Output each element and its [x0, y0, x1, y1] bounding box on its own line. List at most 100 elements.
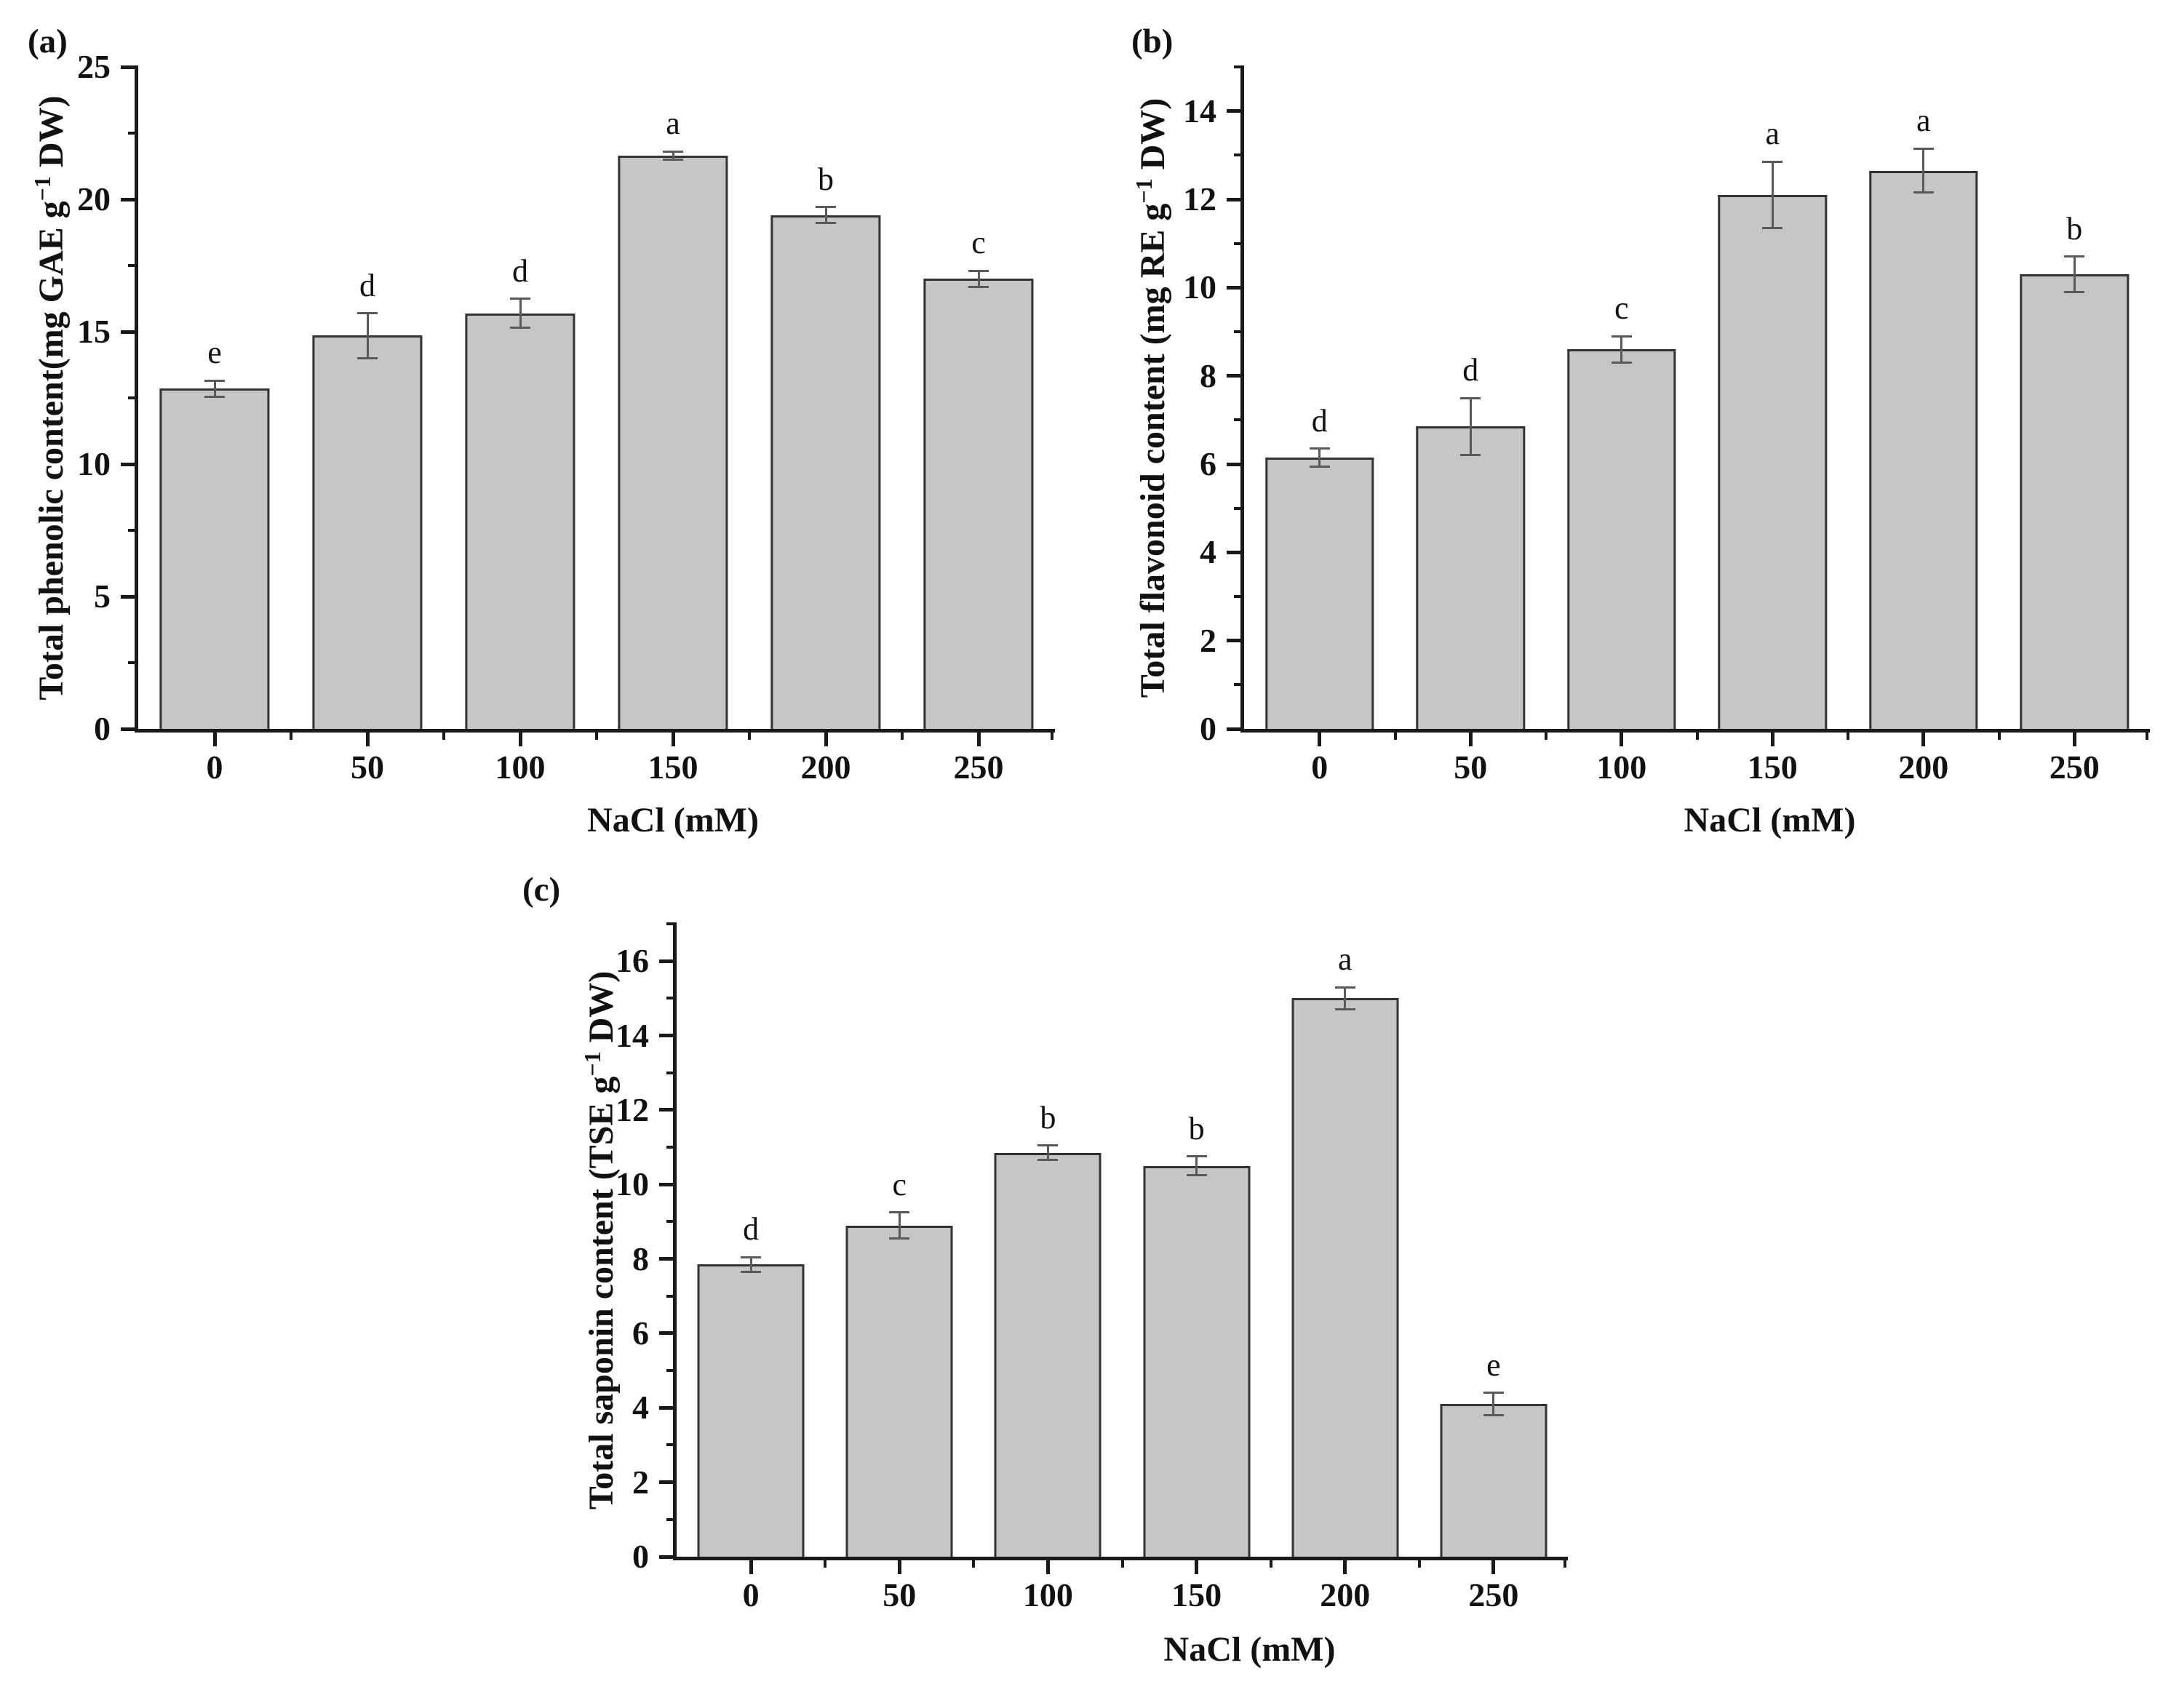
error-bar-cap-bottom [1309, 465, 1330, 468]
bar-slot: d [1395, 67, 1547, 729]
bar-slot: d [1244, 67, 1395, 729]
y-tick-label: 25 [77, 48, 111, 85]
x-minor-tick [1269, 1557, 1272, 1568]
panel-label-c: (c) [522, 871, 561, 909]
error-bar-cap-bottom [1334, 1008, 1355, 1011]
y-major-tick [1227, 197, 1244, 201]
bar [1416, 426, 1525, 729]
x-minor-tick [1051, 729, 1053, 740]
bar-slot: d [444, 67, 597, 729]
y-tick-label: 15 [77, 313, 111, 350]
bar-slot: a [597, 67, 749, 729]
y-tick-label: 10 [77, 445, 111, 482]
significance-letter: b [818, 161, 834, 197]
error-bar-cap-bottom [204, 395, 225, 398]
error-bar [749, 1257, 752, 1272]
x-axis-title-a: NaCl (mM) [587, 801, 759, 839]
x-major-tick [897, 1557, 901, 1574]
bar [923, 279, 1034, 729]
significance-letter: d [1311, 402, 1328, 439]
x-major-tick [1921, 729, 1926, 746]
error-bar-cap-top [968, 269, 989, 272]
error-bar-cap-top [1913, 147, 1934, 150]
y-major-tick [659, 1108, 677, 1112]
y-minor-tick [1234, 595, 1244, 598]
y-axis-title-a-sup: −1 [29, 176, 55, 201]
y-minor-tick [666, 1146, 677, 1149]
x-major-tick [1491, 1557, 1496, 1574]
y-axis-title-a: Total phenolic content(mg GAE g−1 DW) [29, 95, 71, 700]
x-axis-title-c: NaCl (mM) [1163, 1630, 1336, 1669]
error-bar [898, 1212, 901, 1239]
y-tick-label: 16 [616, 942, 649, 980]
error-bar-cap-top [889, 1211, 910, 1214]
error-bar-cap-bottom [1483, 1414, 1504, 1417]
bar [465, 313, 575, 729]
error-bar [1771, 161, 1774, 228]
bar-slot: b [973, 924, 1122, 1557]
plot-area-a: 0 5 10 15 20 25 0 50 100 150 200 250 e d d a b c [77, 50, 1055, 784]
y-minor-tick [128, 264, 138, 267]
x-major-tick [1045, 1557, 1050, 1574]
error-bar-cap-top [1037, 1144, 1059, 1146]
bar [1265, 457, 1374, 729]
y-major-tick [659, 1257, 677, 1261]
x-minor-tick [748, 729, 751, 740]
y-tick-label: 8 [1200, 356, 1216, 394]
y-major-tick [1227, 727, 1244, 731]
y-tick-label: 8 [632, 1240, 649, 1277]
y-major-tick [121, 594, 138, 599]
x-major-tick [212, 729, 217, 746]
chart-total-phenolic: (a) Total phenolic content(mg GAE g−1 DW… [28, 23, 1055, 839]
y-tick-label: 14 [616, 1016, 649, 1054]
error-bar-cap-top [2064, 255, 2085, 258]
x-tick-label: 250 [2049, 749, 2100, 786]
significance-letter: c [1614, 290, 1629, 327]
y-major-tick [121, 330, 138, 334]
significance-letter: c [892, 1166, 907, 1202]
bar [312, 335, 423, 729]
y-minor-tick [666, 1517, 677, 1521]
error-bar [2073, 256, 2076, 292]
y-minor-tick [1234, 65, 1244, 68]
y-major-tick [121, 462, 138, 466]
x-tick-label: 100 [1596, 749, 1647, 786]
y-major-tick [1227, 285, 1244, 290]
y-minor-tick [128, 529, 138, 532]
x-tick-label: 200 [1320, 1576, 1371, 1613]
bar-slot: a [1697, 67, 1849, 729]
error-bar [519, 298, 522, 328]
x-major-tick [976, 729, 981, 746]
x-major-tick [749, 1557, 753, 1574]
significance-letter: d [1462, 352, 1479, 388]
significance-letter: a [666, 105, 680, 142]
bar-slot: a [1271, 924, 1419, 1557]
y-minor-tick [666, 1443, 677, 1447]
y-tick-label: 5 [94, 578, 111, 615]
y-axis-title-b: Total flavonoid content (mg RE g−1 DW) [1131, 98, 1173, 698]
x-tick-label: 150 [1747, 749, 1798, 786]
bar [618, 155, 728, 729]
error-bar-cap-top [1460, 396, 1481, 399]
error-bar-cap-top [1762, 160, 1783, 163]
x-minor-tick [442, 729, 445, 740]
error-bar-cap-top [204, 379, 225, 382]
bar [1440, 1404, 1547, 1557]
x-tick-label: 250 [953, 749, 1004, 786]
y-major-tick [659, 959, 677, 963]
y-minor-tick [1234, 330, 1244, 333]
x-major-tick [365, 729, 370, 746]
y-minor-tick [1234, 506, 1244, 510]
error-bar-cap-bottom [2064, 290, 2085, 293]
bar [770, 215, 881, 729]
y-minor-tick [128, 396, 138, 399]
x-tick-label: 200 [800, 749, 851, 786]
y-minor-tick [128, 132, 138, 135]
error-bar-cap-bottom [1460, 454, 1481, 457]
error-bar-cap-bottom [357, 356, 378, 359]
x-major-tick [1770, 729, 1774, 746]
y-tick-label: 0 [632, 1538, 649, 1575]
error-bar [213, 380, 216, 397]
error-bar [1922, 148, 1925, 193]
y-major-tick [659, 1555, 677, 1559]
